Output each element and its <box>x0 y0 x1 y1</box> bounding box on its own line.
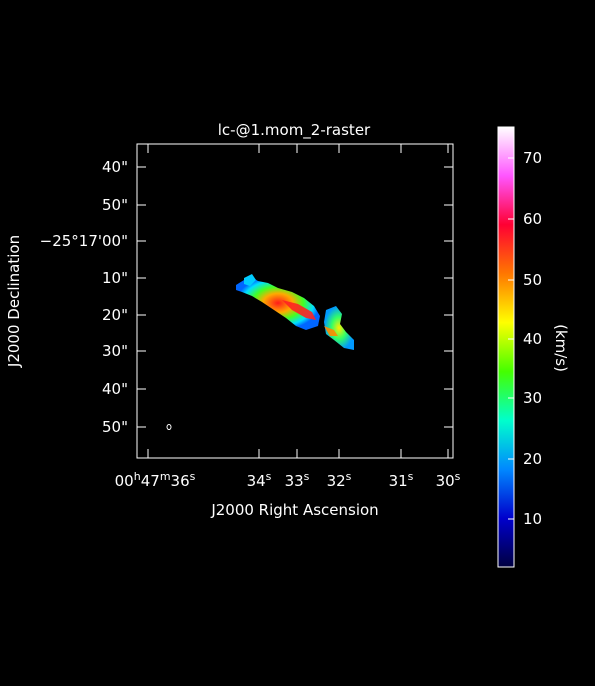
x-axis-ticks: 00h47m36s 34s 33s 32s 31s 30s <box>115 144 461 490</box>
y-tick-label: 40" <box>102 380 128 398</box>
x-axis-label: J2000 Right Ascension <box>210 501 378 519</box>
colorbar-frame <box>497 126 515 568</box>
x-tick-label: 00h47m36s <box>115 470 196 490</box>
colorbar-gradient <box>498 127 514 567</box>
emission-blob-knot <box>244 274 256 286</box>
emission-region <box>236 274 354 350</box>
y-tick-label: 50" <box>102 196 128 214</box>
emission-streak-red <box>282 300 316 320</box>
y-tick-label: −25°17'00" <box>40 232 128 250</box>
x-tick-label: 34s <box>247 470 272 490</box>
colorbar-tick-label: 30 <box>523 389 542 407</box>
y-tick-label: 20" <box>102 306 128 324</box>
y-tick-label: 50" <box>102 418 128 436</box>
y-tick-label: 40" <box>102 158 128 176</box>
x-tick-label: 33s <box>285 470 310 490</box>
x-tick-label: 32s <box>327 470 352 490</box>
colorbar-tick-label: 60 <box>523 210 542 228</box>
plot-frame <box>136 143 454 459</box>
emission-streak-orange <box>324 326 338 336</box>
colorbar-label: (km/s) <box>552 324 570 372</box>
colorbar-tick-label: 40 <box>523 330 542 348</box>
x-tick-label: 31s <box>389 470 414 490</box>
colorbar-tick-label: 20 <box>523 450 542 468</box>
y-tick-label: 30" <box>102 342 128 360</box>
plot-title: lc-@1.mom_2-raster <box>218 121 371 140</box>
y-axis-label: J2000 Declination <box>5 235 23 368</box>
y-tick-label: 10" <box>102 269 128 287</box>
colorbar-tick-label: 70 <box>523 149 542 167</box>
emission-blob-east <box>324 306 354 350</box>
beam-ellipse <box>166 424 172 430</box>
x-tick-label: 30s <box>436 470 461 490</box>
colorbar-tick-label: 10 <box>523 510 542 528</box>
colorbar-tick-label: 50 <box>523 271 542 289</box>
y-axis-ticks: 40" 50" −25°17'00" 10" 20" 30" 40" 50" <box>40 158 453 436</box>
emission-blob-main <box>236 276 320 330</box>
colorbar-ticks: 70 60 50 40 30 20 10 <box>508 149 542 528</box>
